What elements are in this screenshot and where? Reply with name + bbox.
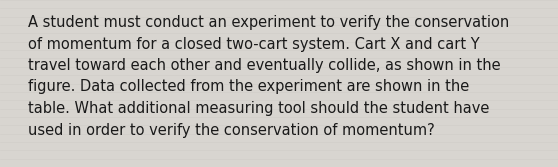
Text: travel toward each other and eventually collide, as shown in the: travel toward each other and eventually … xyxy=(28,58,501,73)
Text: figure. Data collected from the experiment are shown in the: figure. Data collected from the experime… xyxy=(28,79,469,95)
Text: A student must conduct an experiment to verify the conservation: A student must conduct an experiment to … xyxy=(28,15,509,30)
Text: table. What additional measuring tool should the student have: table. What additional measuring tool sh… xyxy=(28,101,489,116)
Text: of momentum for a closed two-cart system. Cart X and cart Y: of momentum for a closed two-cart system… xyxy=(28,37,480,51)
Text: used in order to verify the conservation of momentum?: used in order to verify the conservation… xyxy=(28,123,435,137)
